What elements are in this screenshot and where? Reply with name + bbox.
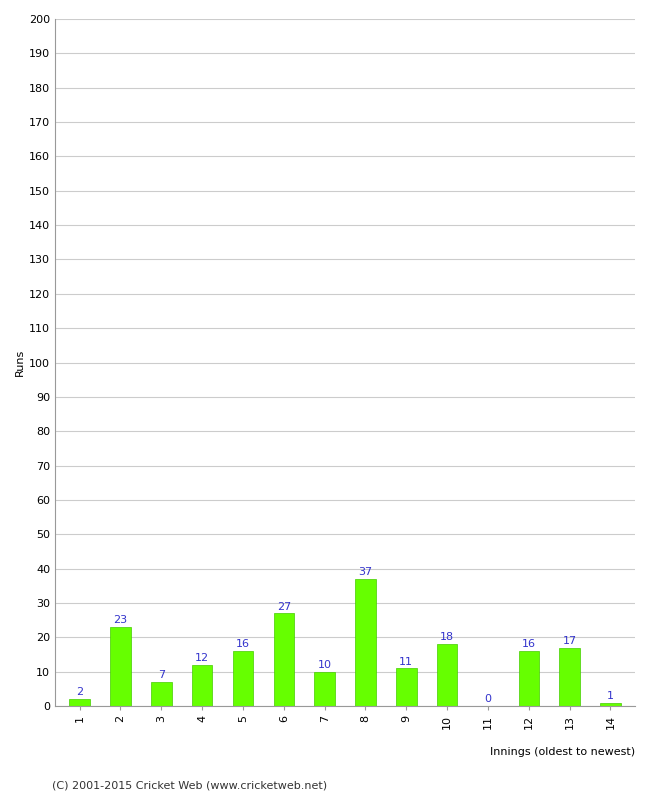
- Bar: [519, 651, 539, 706]
- Bar: [356, 579, 376, 706]
- Text: 10: 10: [318, 660, 332, 670]
- Text: 2: 2: [76, 687, 83, 698]
- Text: 27: 27: [277, 602, 291, 611]
- Text: 23: 23: [114, 615, 127, 626]
- Text: 17: 17: [563, 636, 577, 646]
- Text: 7: 7: [158, 670, 165, 680]
- Bar: [315, 672, 335, 706]
- Text: 16: 16: [236, 639, 250, 650]
- Bar: [274, 614, 294, 706]
- Bar: [192, 665, 213, 706]
- Text: 12: 12: [195, 653, 209, 663]
- Bar: [560, 648, 580, 706]
- Y-axis label: Runs: Runs: [15, 349, 25, 376]
- Bar: [437, 644, 458, 706]
- Text: 18: 18: [440, 633, 454, 642]
- Bar: [601, 702, 621, 706]
- Text: 0: 0: [484, 694, 491, 704]
- Bar: [233, 651, 254, 706]
- Text: 16: 16: [522, 639, 536, 650]
- Bar: [151, 682, 172, 706]
- Bar: [396, 668, 417, 706]
- Bar: [70, 699, 90, 706]
- Text: 37: 37: [358, 567, 372, 578]
- Text: Innings (oldest to newest): Innings (oldest to newest): [490, 747, 635, 758]
- Text: 11: 11: [399, 657, 413, 666]
- Text: (C) 2001-2015 Cricket Web (www.cricketweb.net): (C) 2001-2015 Cricket Web (www.cricketwe…: [52, 781, 327, 790]
- Text: 1: 1: [607, 691, 614, 701]
- Bar: [111, 627, 131, 706]
